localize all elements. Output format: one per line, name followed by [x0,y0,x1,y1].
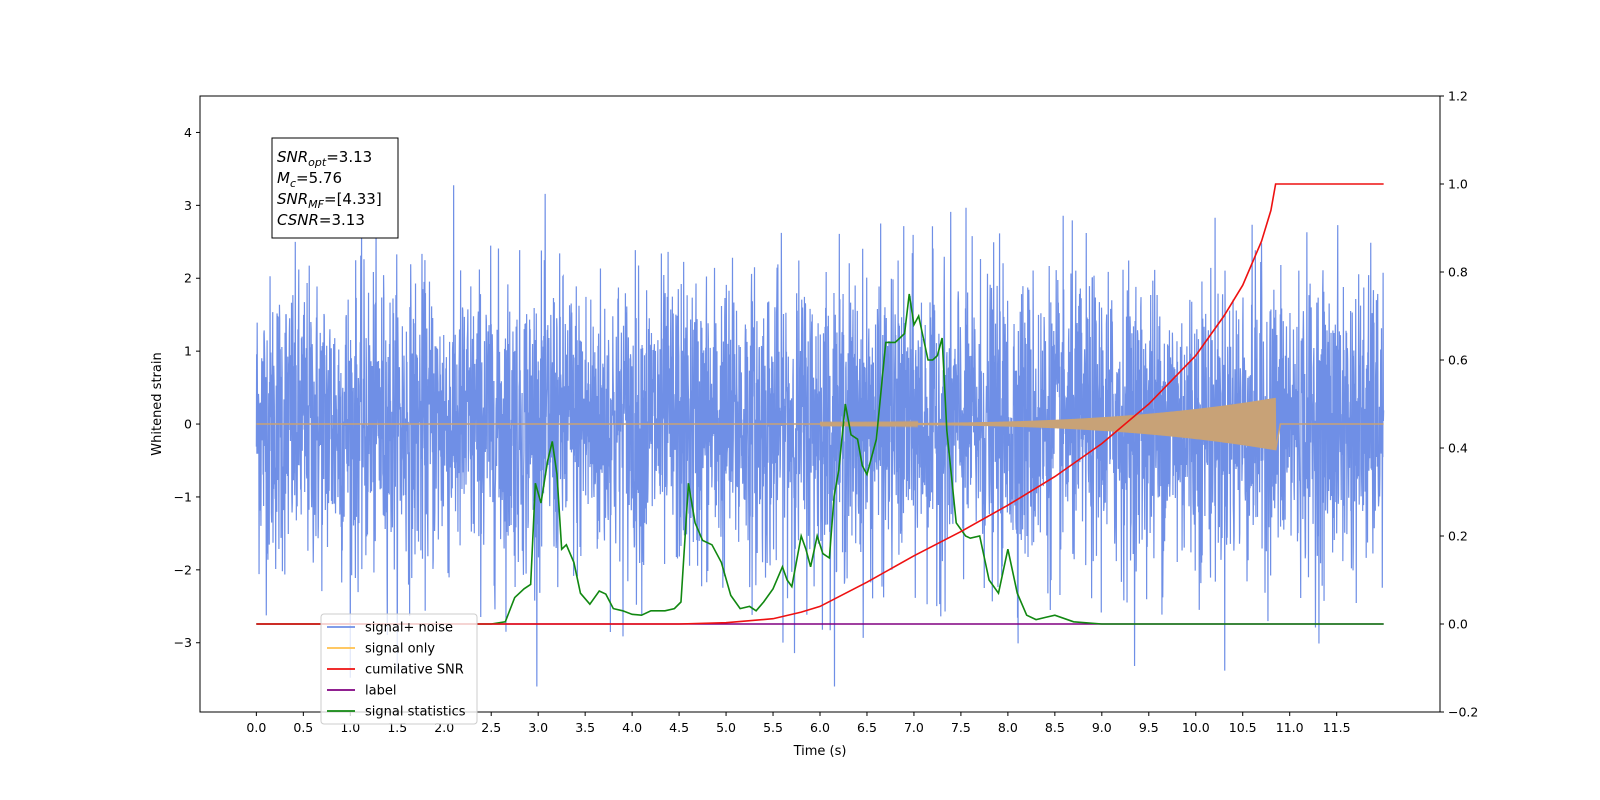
y-right-tick-label: 0.6 [1448,353,1468,368]
x-tick-label: 0.5 [293,720,313,735]
x-tick-label: 3.5 [575,720,595,735]
y-left-tick-label: 2 [184,271,192,286]
y-right-tick-label: −0.2 [1448,705,1478,720]
legend-label: cumilative SNR [365,663,464,678]
x-tick-label: 7.5 [951,720,971,735]
x-tick-label: 9.5 [1139,720,1159,735]
legend-label: signal+ noise [365,621,453,636]
legend-label: signal statistics [365,705,466,720]
x-tick-label: 4.0 [622,720,642,735]
y-axis-right: 1.2 1.0 0.8 0.6 0.4 0.2 0.0 −0.2 [1440,89,1478,720]
x-tick-label: 8.0 [998,720,1018,735]
y-right-tick-label: 1.2 [1448,89,1468,104]
x-tick-label: 5.0 [716,720,736,735]
x-tick-label: 5.5 [763,720,783,735]
x-tick-label: 6.5 [857,720,877,735]
y-left-tick-label: −2 [174,562,192,577]
y-right-tick-label: 1.0 [1448,177,1468,192]
y-left-tick-label: −1 [174,489,192,504]
x-tick-label: 11.0 [1276,720,1304,735]
x-tick-label: 3.0 [528,720,548,735]
series-cumulative-snr [256,183,1384,625]
series-signal-statistics [256,293,1384,625]
y-right-tick-label: 0.8 [1448,265,1468,280]
legend-label: signal only [365,642,435,657]
x-tick-label: 7.0 [904,720,924,735]
annotation-line: SNRMF=[4.33] [277,190,382,211]
x-tick-label: 10.0 [1182,720,1210,735]
y-left-tick-label: 1 [184,344,192,359]
x-tick-label: 4.5 [669,720,689,735]
y-left-tick-label: −3 [174,635,192,650]
y-axis-left: 4 3 2 1 0 −1 −2 −3 [174,125,200,650]
legend: signal+ noise signal only cumilative SNR la… [320,613,478,725]
series-signal-only [256,397,1384,451]
x-tick-label: 8.5 [1045,720,1065,735]
y-left-tick-label: 3 [184,198,192,213]
x-tick-label: 11.5 [1323,720,1351,735]
annotation-line: SNRopt=3.13 [277,148,372,169]
y-right-tick-label: 0.4 [1448,441,1468,456]
annotation-line: Mc=5.76 [277,169,342,190]
x-tick-label: 9.0 [1092,720,1112,735]
annotation-line: CSNR=3.13 [277,211,365,229]
x-tick-label: 2.5 [481,720,501,735]
y-left-tick-label: 4 [184,125,192,140]
legend-frame [320,613,478,725]
x-tick-label: 6.0 [810,720,830,735]
y-left-tick-label: 0 [184,417,192,432]
legend-label: label [365,684,396,699]
y-axis-label-left: Whitened strain [150,352,165,455]
y-right-tick-label: 0.2 [1448,529,1468,544]
x-tick-label: 10.5 [1229,720,1257,735]
x-tick-label: 0.0 [246,720,266,735]
y-right-tick-label: 0.0 [1448,617,1468,632]
x-axis-label: Time (s) [793,744,847,759]
plot-area [255,183,1385,687]
annotation-frame [271,137,399,239]
